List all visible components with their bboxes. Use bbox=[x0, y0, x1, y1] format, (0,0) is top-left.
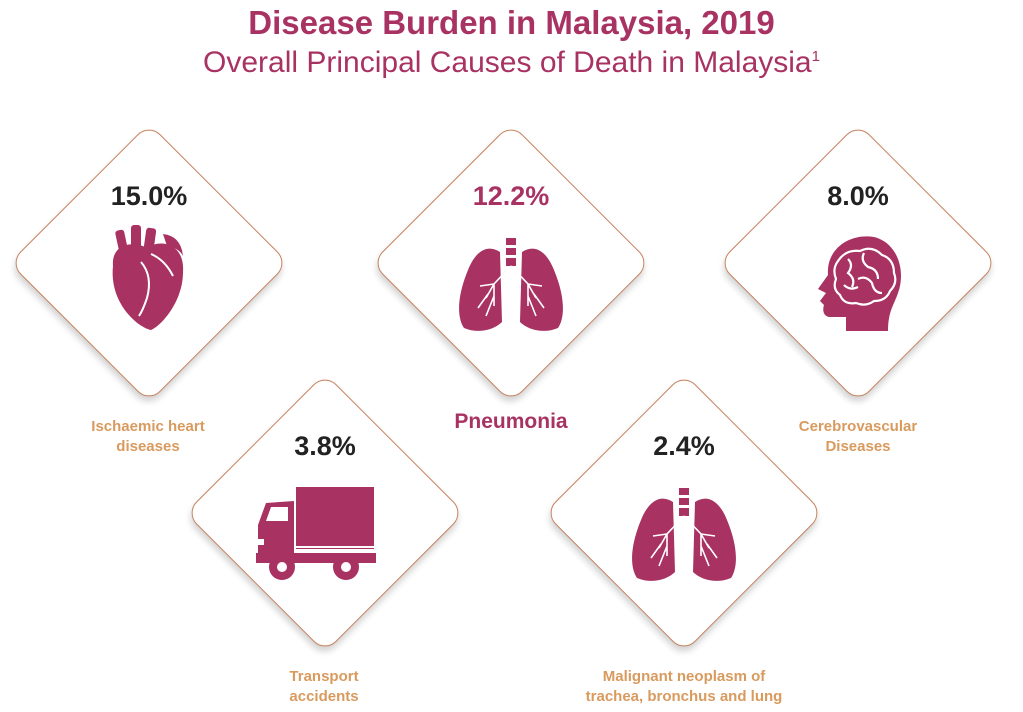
brain-head-icon bbox=[818, 236, 901, 331]
label-ischaemic-heart: Ischaemic heart diseases bbox=[48, 417, 248, 457]
label-transport-line2: accidents bbox=[289, 688, 359, 705]
label-cerebrovascular-line2: Diseases bbox=[825, 438, 891, 455]
page-title: Disease Burden in Malaysia, 2019 bbox=[248, 4, 775, 41]
page-subtitle: Overall Principal Causes of Death in Mal… bbox=[0, 46, 1023, 80]
percent-cerebrovascular: 8.0% bbox=[827, 181, 889, 211]
label-cerebrovascular-line1: Cerebrovascular bbox=[798, 418, 918, 435]
label-transport-line1: Transport bbox=[289, 668, 359, 685]
truck-icon bbox=[256, 487, 376, 580]
label-ischaemic-heart-line1: Ischaemic heart bbox=[91, 418, 205, 435]
label-malignant-neoplasm-line2: trachea, bronchus and lung bbox=[585, 688, 783, 705]
label-malignant-neoplasm-line1: Malignant neoplasm of bbox=[602, 668, 766, 685]
percent-transport: 3.8% bbox=[294, 431, 356, 461]
subtitle-text: Overall Principal Causes of Death in Mal… bbox=[203, 46, 812, 79]
label-transport: Transport accidents bbox=[224, 667, 424, 707]
lungs-icon bbox=[632, 488, 736, 581]
label-pneumonia: Pneumonia bbox=[454, 410, 568, 433]
label-malignant-neoplasm: Malignant neoplasm of trachea, bronchus … bbox=[554, 667, 814, 707]
percent-malignant-neoplasm: 2.4% bbox=[653, 431, 715, 461]
heart-icon bbox=[112, 225, 184, 330]
footnote-marker: 1 bbox=[811, 48, 820, 65]
lungs-icon bbox=[459, 238, 563, 331]
label-cerebrovascular: Cerebrovascular Diseases bbox=[758, 417, 958, 457]
percent-pneumonia: 12.2% bbox=[472, 181, 550, 211]
percent-ischaemic-heart: 15.0% bbox=[110, 181, 188, 211]
label-ischaemic-heart-line2: diseases bbox=[116, 438, 180, 455]
